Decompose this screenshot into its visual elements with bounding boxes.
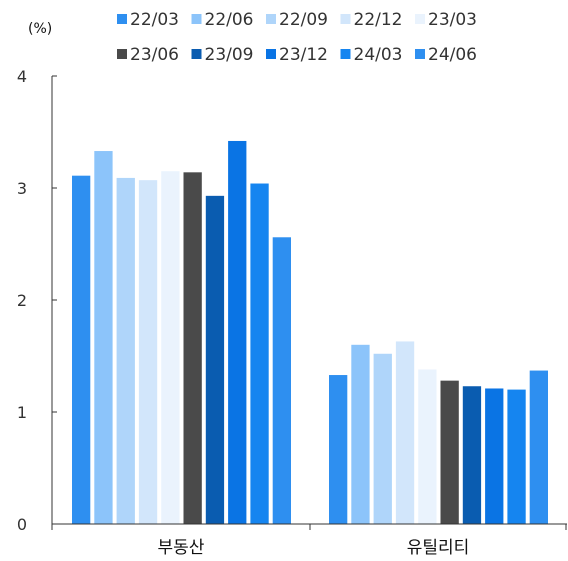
legend-swatch <box>191 49 202 59</box>
legend-swatch <box>415 14 425 24</box>
legend-swatch <box>415 49 425 59</box>
bar-22-03-real-estate <box>72 175 91 524</box>
legend-label: 23/09 <box>205 45 254 65</box>
category-label: 부동산 <box>158 538 205 558</box>
bar-22-09-real-estate <box>116 177 135 525</box>
y-tick-label: 4 <box>17 67 27 86</box>
legend-label: 22/06 <box>205 10 254 30</box>
category-labels: 부동산 유틸리티 <box>158 538 470 558</box>
bar-22-12-utilities <box>395 341 415 524</box>
legend-label: 24/03 <box>354 45 403 65</box>
bar-22-09-utilities <box>373 353 392 524</box>
legend-swatch <box>340 49 351 59</box>
bar-23-09-real-estate <box>205 195 225 524</box>
bar-23-03-utilities <box>418 369 437 524</box>
legend-swatch <box>117 14 127 24</box>
bar-23-03-real-estate <box>161 171 180 524</box>
bar-23-09-utilities <box>462 386 482 524</box>
legend-swatch <box>266 14 276 24</box>
legend-label: 23/06 <box>130 45 179 65</box>
legend-label: 22/09 <box>279 10 328 30</box>
y-tick-label: 3 <box>17 179 27 198</box>
bar-24-06-utilities <box>529 370 548 524</box>
legend-label: 22/03 <box>130 10 179 30</box>
legend-swatch <box>117 49 127 59</box>
bar-24-06-real-estate <box>272 237 291 524</box>
bar-23-12-real-estate <box>228 140 247 524</box>
legend-swatch <box>191 14 202 24</box>
bar-22-12-real-estate <box>138 180 158 524</box>
bars <box>72 140 548 525</box>
legend-swatch <box>340 14 351 24</box>
bar-23-06-utilities <box>440 380 459 524</box>
bar-24-03-real-estate <box>250 183 269 524</box>
y-unit-label: (%) <box>28 21 52 37</box>
axes <box>51 75 567 530</box>
legend-swatch <box>266 49 276 59</box>
legend: 22/03 22/06 22/09 22/12 23/03 23/06 23/09 23/12… <box>117 10 477 65</box>
category-label: 유틸리티 <box>407 538 470 558</box>
y-axis-ticks: 0 1 2 3 4 <box>17 67 27 534</box>
legend-label: 22/12 <box>354 10 403 30</box>
bar-22-06-real-estate <box>94 151 113 525</box>
bar-22-03-utilities <box>329 375 348 524</box>
legend-label: 24/06 <box>428 45 477 65</box>
legend-label: 23/03 <box>428 10 477 30</box>
y-tick-label: 1 <box>17 403 27 422</box>
bar-23-06-real-estate <box>183 172 202 524</box>
bar-23-12-utilities <box>485 388 504 524</box>
y-tick-label: 0 <box>17 515 27 534</box>
y-tick-label: 2 <box>17 291 27 310</box>
bar-22-06-utilities <box>351 344 370 524</box>
legend-label: 23/12 <box>279 45 328 65</box>
bar-24-03-utilities <box>507 389 526 524</box>
